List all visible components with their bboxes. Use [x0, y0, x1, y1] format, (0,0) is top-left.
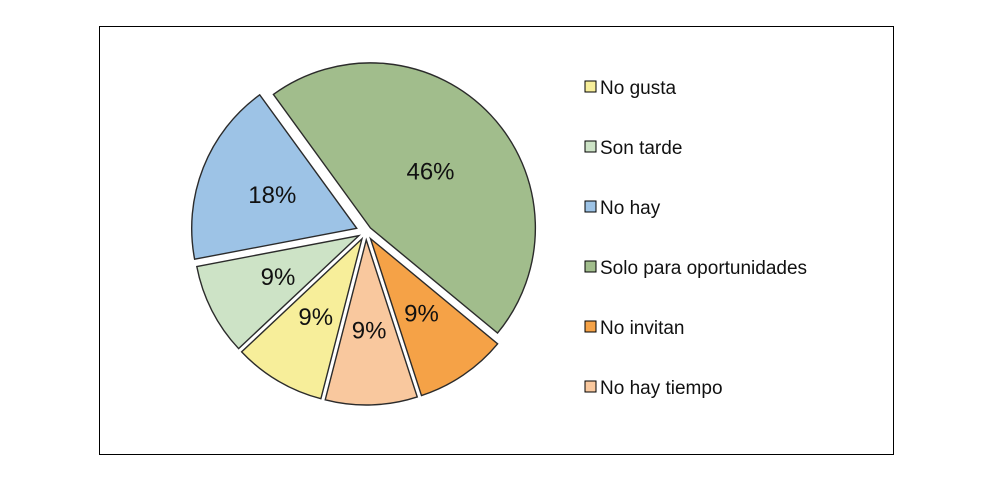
slice-son-tarde: [195, 234, 362, 350]
pie-slices: [191, 62, 537, 406]
legend-swatch: [584, 80, 597, 93]
data-label-son-tarde: 9%: [261, 264, 296, 291]
data-label-no-hay-tiempo: 9%: [352, 318, 387, 345]
legend-label: No gusta: [600, 78, 676, 99]
legend: No gusta Son tarde No hay Solo para oportun…: [584, 78, 807, 399]
legend-swatch: [584, 320, 597, 333]
legend-label: No hay tiempo: [600, 378, 723, 399]
data-label-no-hay: 18%: [248, 182, 296, 209]
chart-frame: 46% 9% 9% 9% 9% 18% No gusta Son tarde No hay So…: [99, 26, 894, 455]
legend-swatch: [584, 380, 597, 393]
legend-label: Solo para oportunidades: [600, 258, 807, 279]
legend-label: Son tarde: [600, 138, 682, 159]
legend-swatch: [584, 200, 597, 213]
slice-no-hay-tiempo: [324, 237, 419, 406]
pie-labels: 46%9%9%9%9%18%: [248, 158, 454, 344]
legend-label: No hay: [600, 198, 661, 219]
legend-swatch: [584, 260, 597, 273]
slice-no-hay: [191, 93, 358, 261]
slice-no-gusta: [240, 236, 364, 400]
legend-label: No invitan: [600, 318, 685, 339]
slice-solo-para-oportunidades: [272, 62, 537, 335]
data-label-no-gusta: 9%: [298, 304, 333, 331]
slice-no-invitan: [369, 236, 499, 397]
data-label-no-invitan: 9%: [404, 301, 439, 328]
legend-swatch: [584, 140, 597, 153]
data-label-solo-para-oportunidades: 46%: [406, 158, 454, 185]
